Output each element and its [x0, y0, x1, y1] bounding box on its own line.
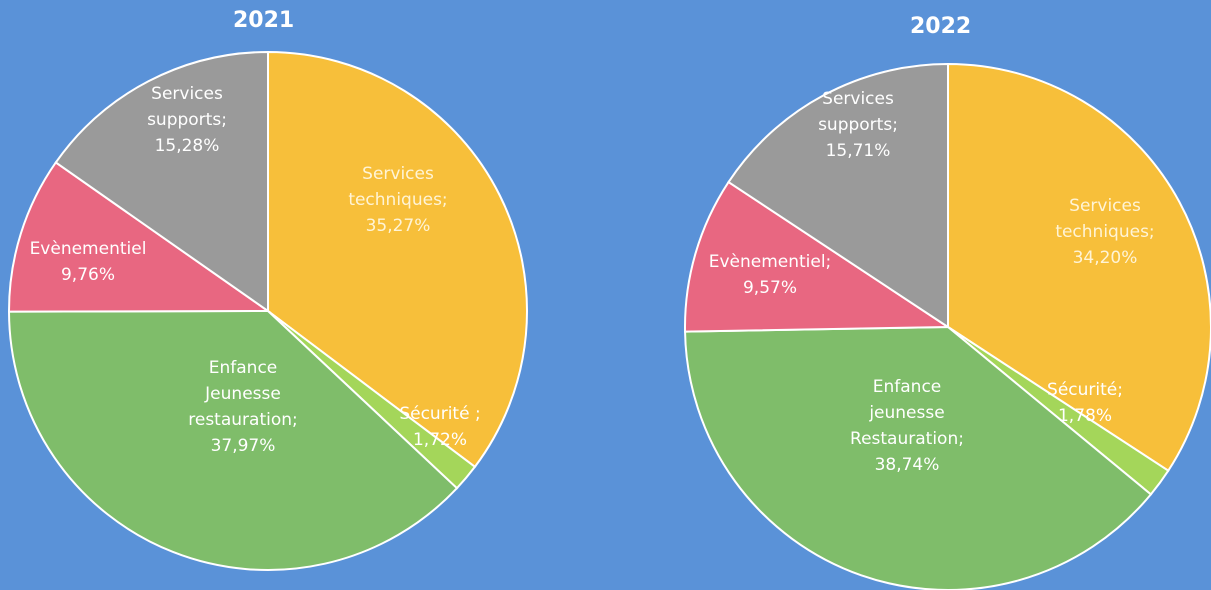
pie-slice — [8, 161, 272, 313]
pie-slice — [267, 50, 528, 469]
slice-label-line: Jeunesse — [204, 384, 281, 404]
slice-label-line: 35,27% — [366, 216, 431, 236]
slice-label-line: techniques; — [348, 190, 447, 210]
slice-label-line: Services — [362, 164, 434, 184]
slice-label-line: Services — [151, 84, 223, 104]
slice-label-line: techniques; — [1055, 222, 1154, 242]
slice-label-line: Sécurité ; — [399, 404, 480, 424]
pie-slice — [7, 309, 459, 571]
slice-label: Enfance jeunesse Restauration; 38,74% — [850, 377, 964, 475]
slice-label-line: 9,57% — [743, 278, 797, 298]
slice-label: Enfance Jeunesse restauration; 37,97% — [188, 358, 298, 456]
slice-label: Services supports; 15,71% — [818, 89, 898, 161]
slice-label-line: 37,97% — [211, 436, 276, 456]
slice-label-line: Evènementiel; — [709, 252, 832, 272]
pie-slice — [727, 62, 949, 329]
slice-label-line: supports; — [147, 110, 227, 130]
slice-label-line: 15,71% — [826, 141, 891, 161]
slice-label-line: Sécurité; — [1047, 380, 1123, 400]
slice-label-line: supports; — [818, 115, 898, 135]
pie-2022: Services techniques; 34,20% Sécurité; 1,78% E… — [684, 62, 1211, 590]
slice-label-line: 15,28% — [155, 136, 220, 156]
slice-label-line: Restauration; — [850, 429, 964, 449]
slice-label-line: 1,72% — [413, 430, 467, 450]
slice-label-line: 34,20% — [1073, 248, 1138, 268]
slice-label: Services techniques; 34,20% — [1055, 196, 1154, 268]
slice-label: Evènementiel 9,76% — [30, 239, 147, 285]
chart-title-2021: 2021 — [233, 8, 295, 33]
slice-label-line: jeunesse — [868, 403, 944, 423]
slice-label: Evènementiel; 9,57% — [709, 252, 832, 298]
slice-label-line: 1,78% — [1058, 406, 1112, 426]
slice-label-line: Enfance — [209, 358, 278, 378]
slice-label-line: 38,74% — [875, 455, 940, 475]
chart-title-2022: 2022 — [910, 14, 972, 39]
slice-label-line: restauration; — [188, 410, 298, 430]
pie-slice — [54, 50, 269, 313]
slice-label-line: Services — [822, 89, 894, 109]
pie-slice — [684, 180, 952, 333]
slice-label: Sécurité; 1,78% — [1047, 380, 1123, 426]
pie-slice — [684, 325, 1153, 590]
slice-label-line: 9,76% — [61, 265, 115, 285]
slice-label-line: Evènementiel — [30, 239, 147, 259]
slice-label: Sécurité ; 1,72% — [399, 404, 480, 450]
slice-label: Services techniques; 35,27% — [348, 164, 447, 236]
slice-label: Services supports; 15,28% — [147, 84, 227, 156]
slice-label-line: Enfance — [873, 377, 942, 397]
pie-2021: Services techniques; 35,27% Sécurité ; 1,72%… — [7, 50, 528, 571]
slice-label-line: Services — [1069, 196, 1141, 216]
